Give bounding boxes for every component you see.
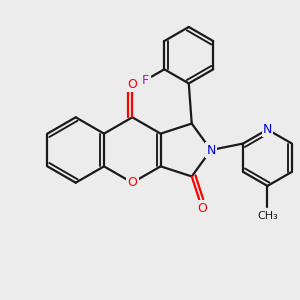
Text: O: O xyxy=(128,78,137,91)
Text: N: N xyxy=(206,143,216,157)
Text: N: N xyxy=(263,123,272,136)
Text: CH₃: CH₃ xyxy=(257,211,278,221)
Text: O: O xyxy=(128,176,137,189)
Text: O: O xyxy=(197,202,207,214)
Text: F: F xyxy=(142,74,149,86)
